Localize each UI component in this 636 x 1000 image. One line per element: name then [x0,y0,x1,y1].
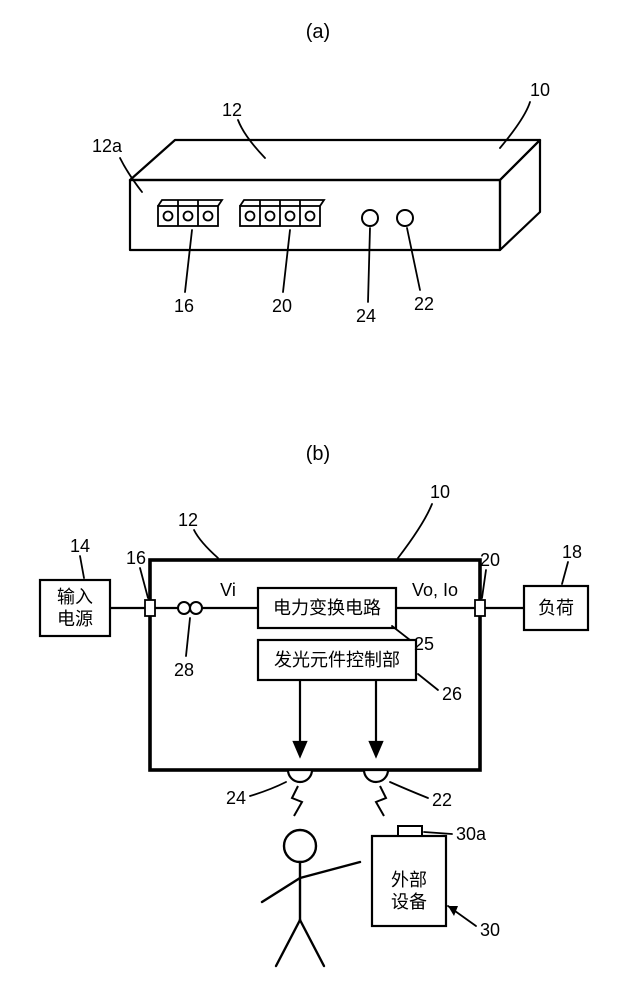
ref-22-b: 22 [432,790,452,810]
led-22-icon [364,770,388,782]
callout-14-line [80,556,84,578]
ref-26: 26 [442,684,462,704]
input-power-label-2: 电源 [57,609,93,629]
ext-device: 外部 设备 [372,826,446,926]
ext-device-label-1: 外部 [391,870,427,890]
callout-24-line-a [368,228,370,302]
fuse-28-icon [178,602,202,614]
load-label: 负荷 [538,598,574,618]
panel-a-label: (a) [306,21,330,43]
arrow-to-24-head-icon [294,742,306,756]
ext-device-sensor-30a [398,826,422,836]
power-conv-label: 电力变换电路 [273,598,381,618]
ext-device-label-2: 设备 [391,892,427,912]
callout-22-line-a [407,228,420,290]
ref-12a: 12a [92,136,123,156]
callout-30a-line [424,832,452,834]
arrow-to-22-head-icon [370,742,382,756]
figure-canvas: (a) [0,0,636,1000]
ref-20-a: 20 [272,296,292,316]
ref-24-a: 24 [356,306,376,326]
panel-b-label: (b) [306,443,330,465]
callout-20-line [283,230,290,292]
input-power-label-1: 输入 [57,587,93,607]
led-24-front-icon [362,210,378,226]
terminal-20-icon [475,600,485,616]
callout-25-line [392,626,410,640]
callout-16-b-line [140,568,148,598]
ref-22-a: 22 [414,294,434,314]
callout-20-b-line [482,570,486,598]
callout-10-b-line [398,504,432,558]
ref-16-b: 16 [126,548,146,568]
callout-28-line [186,618,190,656]
panel-a: 10 12 12a 16 20 24 22 [92,80,550,326]
ref-10-a: 10 [530,80,550,100]
ref-24-b: 24 [226,788,246,808]
ref-20-b: 20 [480,550,500,570]
terminal-block-right [240,200,324,226]
vo-io-label: Vo, Io [412,580,458,600]
terminal-block-left [158,200,222,226]
terminal-16-icon [145,600,155,616]
vi-label: Vi [220,580,236,600]
led-24-icon [288,770,312,782]
ref-16-a: 16 [174,296,194,316]
ray-22-icon [376,786,386,816]
callout-18-line [562,562,568,584]
callout-12-b-line [194,530,218,558]
ray-24-icon [292,786,302,816]
ref-14: 14 [70,536,90,556]
panel-b: 输入 电源 负荷 电力变换电路 发光元件控制部 [40,482,588,966]
callout-16-line [185,230,192,292]
ref-10-b: 10 [430,482,450,502]
person-icon [262,830,360,966]
callout-22-b-line [390,782,428,798]
ref-28: 28 [174,660,194,680]
callout-24-b-line [250,782,286,796]
ref-12-b: 12 [178,510,198,530]
ref-30: 30 [480,920,500,940]
ref-18: 18 [562,542,582,562]
ref-12-a: 12 [222,100,242,120]
callout-26-line [418,674,438,690]
led-22-front-icon [397,210,413,226]
ref-25: 25 [414,634,434,654]
led-ctrl-label: 发光元件控制部 [274,650,400,670]
ref-30a: 30a [456,824,487,844]
